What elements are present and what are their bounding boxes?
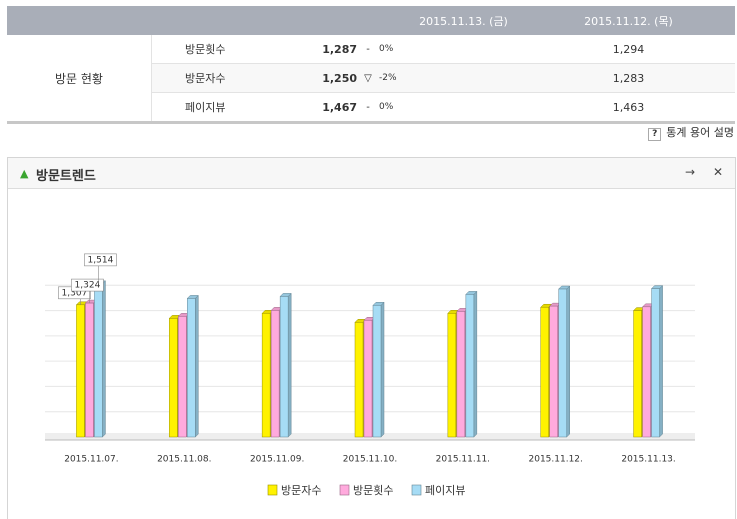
prev-value: 1,283 bbox=[522, 63, 735, 93]
bar bbox=[465, 294, 475, 438]
collapse-icon[interactable]: ▲ bbox=[20, 167, 29, 180]
prev-value: 1,463 bbox=[522, 92, 735, 124]
bar-side bbox=[659, 285, 663, 438]
bar bbox=[279, 296, 289, 438]
header-cell: 2015.11.12. (목) bbox=[522, 6, 735, 35]
bar bbox=[642, 306, 651, 438]
close-icon[interactable]: ✕ bbox=[713, 165, 724, 179]
panel-header: ▲ 방문트렌드 → ✕ bbox=[8, 158, 735, 189]
bar-side bbox=[566, 285, 570, 438]
x-tick-label: 2015.11.09. bbox=[250, 455, 304, 465]
bar bbox=[651, 288, 660, 438]
bar bbox=[633, 310, 642, 438]
header-cell: 2015.11.13. (금) bbox=[296, 6, 523, 35]
change-pct: 0% bbox=[378, 35, 520, 64]
change-pct: -2% bbox=[378, 63, 520, 93]
group-label: 방문 현황 bbox=[7, 35, 152, 124]
header-row: 2015.11.13. (금) 2015.11.12. (목) bbox=[7, 6, 735, 35]
legend-label: 페이지뷰 bbox=[425, 484, 465, 497]
header-cell bbox=[7, 6, 152, 35]
bar bbox=[363, 320, 373, 438]
go-icon[interactable]: → bbox=[685, 165, 696, 179]
change-symbol: - bbox=[358, 92, 378, 124]
bar bbox=[94, 283, 103, 438]
bar bbox=[187, 298, 196, 438]
row: 방문 현황 방문횟수 1,287-0% 1,294 bbox=[7, 35, 735, 124]
legend-label: 방문횟수 bbox=[353, 484, 393, 497]
spacer bbox=[520, 92, 523, 124]
bar bbox=[76, 304, 85, 438]
bar-side bbox=[195, 294, 199, 438]
value: 1,467 bbox=[296, 92, 358, 124]
spacer bbox=[520, 35, 523, 64]
bar bbox=[270, 310, 280, 438]
value: 1,250 bbox=[296, 63, 358, 93]
change-pct: 0% bbox=[378, 92, 520, 124]
change-symbol: - bbox=[358, 35, 378, 64]
bar bbox=[456, 311, 466, 438]
summary-table: 2015.11.13. (금) 2015.11.12. (목) 방문 현황 방문… bbox=[7, 6, 735, 124]
row-label: 방문횟수 bbox=[151, 35, 296, 64]
bar bbox=[354, 322, 364, 438]
change-symbol: ▽ bbox=[358, 63, 378, 93]
legend-label: 방문자수 bbox=[281, 484, 321, 497]
x-tick-label: 2015.11.12. bbox=[529, 455, 583, 465]
header-cell bbox=[151, 6, 296, 35]
bar-side bbox=[473, 290, 478, 438]
legend-swatch bbox=[411, 484, 422, 496]
x-tick-label: 2015.11.10. bbox=[343, 455, 397, 465]
help-text[interactable]: 통계 용어 설명 bbox=[666, 126, 734, 139]
help-icon: ? bbox=[648, 128, 662, 141]
row: 페이지뷰 1,467-0% 1,463 bbox=[7, 92, 735, 124]
bar bbox=[85, 302, 94, 438]
bar bbox=[169, 318, 178, 438]
value-label: 1,324 bbox=[75, 281, 101, 291]
legend-swatch bbox=[339, 484, 350, 496]
x-tick-label: 2015.11.11. bbox=[436, 455, 490, 465]
bar bbox=[558, 288, 567, 438]
prev-value: 1,294 bbox=[522, 35, 735, 64]
x-tick-label: 2015.11.07. bbox=[64, 455, 118, 465]
value-label-box bbox=[71, 278, 104, 292]
bar bbox=[549, 305, 558, 438]
bar bbox=[372, 305, 382, 438]
bar-side bbox=[287, 292, 292, 438]
trend-panel: ▲ 방문트렌드 → ✕ bbox=[7, 157, 736, 519]
bar bbox=[178, 316, 187, 438]
bar-side bbox=[380, 301, 385, 438]
row-label: 방문자수 bbox=[151, 63, 296, 93]
panel-title: 방문트렌드 bbox=[36, 169, 96, 184]
bar bbox=[261, 313, 271, 438]
value: 1,287 bbox=[296, 35, 358, 64]
bar bbox=[540, 306, 549, 438]
value-label: 1,514 bbox=[88, 255, 114, 265]
help-link[interactable]: ? 통계 용어 설명 bbox=[648, 124, 734, 141]
value-label-box bbox=[84, 253, 117, 267]
legend-swatch bbox=[267, 484, 278, 496]
bar-side bbox=[102, 280, 106, 438]
x-tick-label: 2015.11.13. bbox=[621, 455, 675, 465]
bar bbox=[447, 313, 457, 438]
value-label: 1,307 bbox=[62, 288, 88, 298]
spacer bbox=[520, 63, 523, 93]
row-label: 페이지뷰 bbox=[151, 92, 296, 124]
x-tick-label: 2015.11.08. bbox=[157, 455, 211, 465]
